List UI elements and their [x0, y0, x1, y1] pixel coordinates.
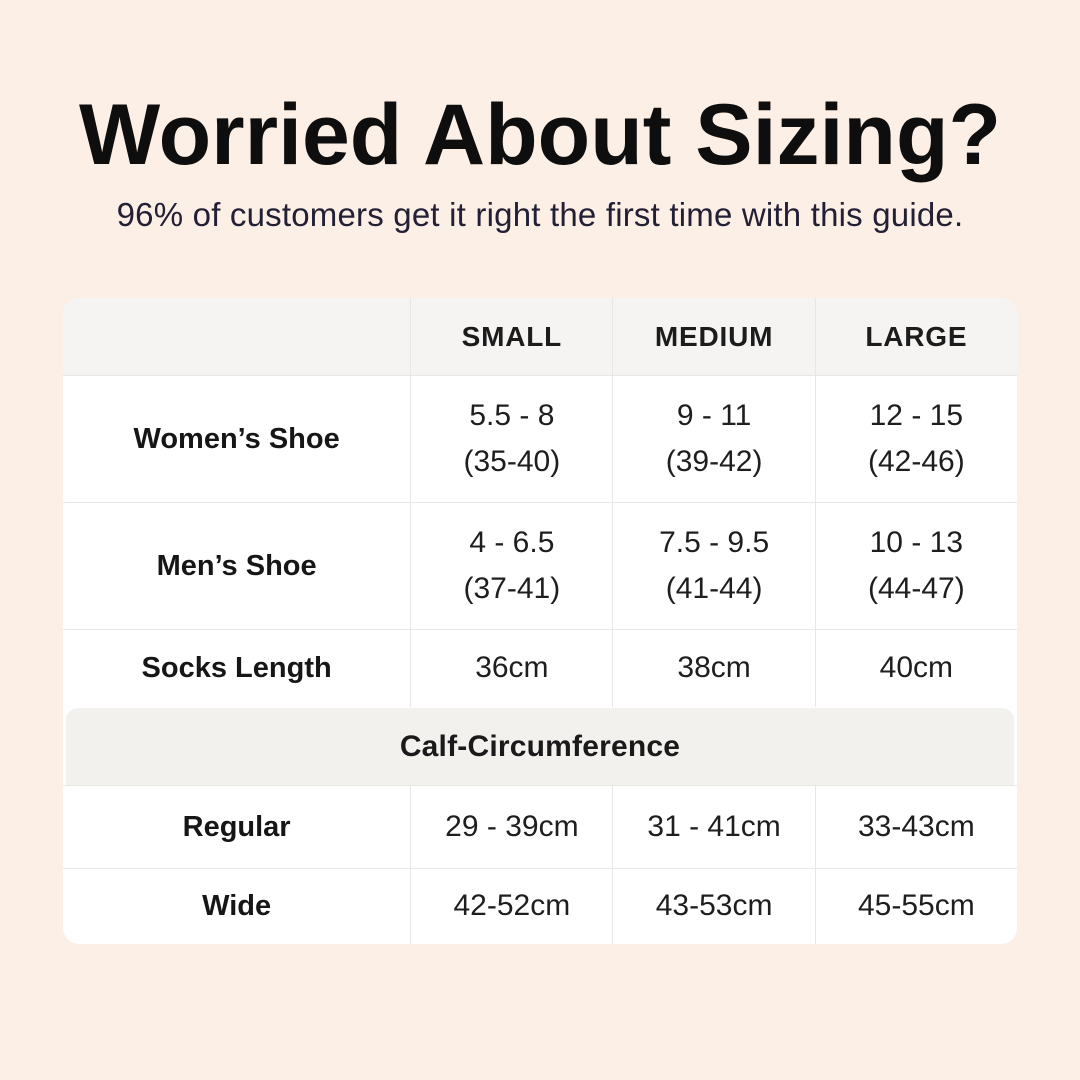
- cell-value: 7.5 - 9.5: [659, 525, 770, 559]
- cell-value: 40cm: [879, 651, 954, 685]
- cell-value: 10 - 13: [869, 525, 964, 559]
- cell-value-eu: (41-44): [665, 572, 763, 605]
- cell-value-eu: (37-41): [463, 572, 561, 605]
- cell-value-eu: (35-40): [463, 445, 561, 478]
- page-subtitle: 96% of customers get it right the first …: [116, 196, 964, 233]
- section-header-label: Calf-Circumference: [399, 729, 681, 763]
- cell-value: 4 - 6.5: [469, 525, 555, 559]
- table-row-socks-length: Socks Length 36cm 38cm 40cm: [63, 629, 1017, 707]
- column-header-large: LARGE: [814, 298, 1017, 375]
- size-guide-table: SMALL MEDIUM LARGE Women’s Shoe 5.5 - 8 …: [63, 298, 1017, 944]
- cell-womens-large: 12 - 15 (42-46): [814, 376, 1017, 502]
- cell-value: 45-55cm: [857, 889, 975, 923]
- row-label-wide: Wide: [202, 890, 272, 922]
- column-header-blank: [63, 298, 410, 375]
- cell-value: 12 - 15: [869, 398, 964, 432]
- row-label-womens-shoe: Women’s Shoe: [133, 422, 340, 455]
- cell-value: 43-53cm: [655, 889, 773, 923]
- cell-value: 9 - 11: [676, 398, 752, 432]
- table-row-wide: Wide 42-52cm 43-53cm 45-55cm: [63, 868, 1017, 944]
- cell-socks-medium: 38cm: [612, 630, 814, 707]
- cell-regular-large: 33-43cm: [814, 786, 1017, 868]
- row-label-socks-length: Socks Length: [141, 652, 332, 684]
- cell-value: 33-43cm: [857, 809, 975, 843]
- cell-value-eu: (39-42): [665, 445, 763, 478]
- cell-regular-medium: 31 - 41cm: [612, 786, 814, 868]
- page-title: Worried About Sizing?: [78, 87, 1002, 183]
- row-label-mens-shoe: Men’s Shoe: [156, 549, 317, 582]
- cell-value: 38cm: [677, 651, 751, 685]
- cell-value-eu: (42-46): [867, 445, 965, 478]
- row-label-regular: Regular: [182, 810, 291, 843]
- table-row-mens-shoe: Men’s Shoe 4 - 6.5 (37-41) 7.5 - 9.5 (41…: [63, 502, 1017, 629]
- cell-value-eu: (44-47): [867, 572, 965, 605]
- cell-value: 31 - 41cm: [647, 809, 781, 843]
- cell-wide-large: 45-55cm: [814, 869, 1017, 944]
- cell-wide-medium: 43-53cm: [612, 869, 814, 944]
- cell-wide-small: 42-52cm: [410, 869, 612, 944]
- column-header-medium: MEDIUM: [612, 298, 814, 375]
- cell-value: 36cm: [475, 651, 549, 685]
- cell-womens-small: 5.5 - 8 (35-40): [410, 376, 612, 502]
- section-header-calf-circumference: Calf-Circumference: [66, 708, 1014, 785]
- cell-socks-small: 36cm: [410, 630, 612, 707]
- cell-regular-small: 29 - 39cm: [410, 786, 612, 868]
- cell-value: 29 - 39cm: [445, 809, 579, 843]
- cell-value: 42-52cm: [453, 889, 571, 923]
- cell-mens-small: 4 - 6.5 (37-41): [410, 503, 612, 629]
- table-header-row: SMALL MEDIUM LARGE: [63, 298, 1017, 375]
- table-row-regular: Regular 29 - 39cm 31 - 41cm 33-43cm: [63, 785, 1017, 868]
- cell-mens-large: 10 - 13 (44-47): [814, 503, 1017, 629]
- cell-value: 5.5 - 8: [469, 398, 555, 432]
- cell-socks-large: 40cm: [814, 630, 1017, 707]
- table-row-womens-shoe: Women’s Shoe 5.5 - 8 (35-40) 9 - 11 (39-…: [63, 375, 1017, 502]
- column-header-small: SMALL: [410, 298, 612, 375]
- cell-mens-medium: 7.5 - 9.5 (41-44): [612, 503, 814, 629]
- cell-womens-medium: 9 - 11 (39-42): [612, 376, 814, 502]
